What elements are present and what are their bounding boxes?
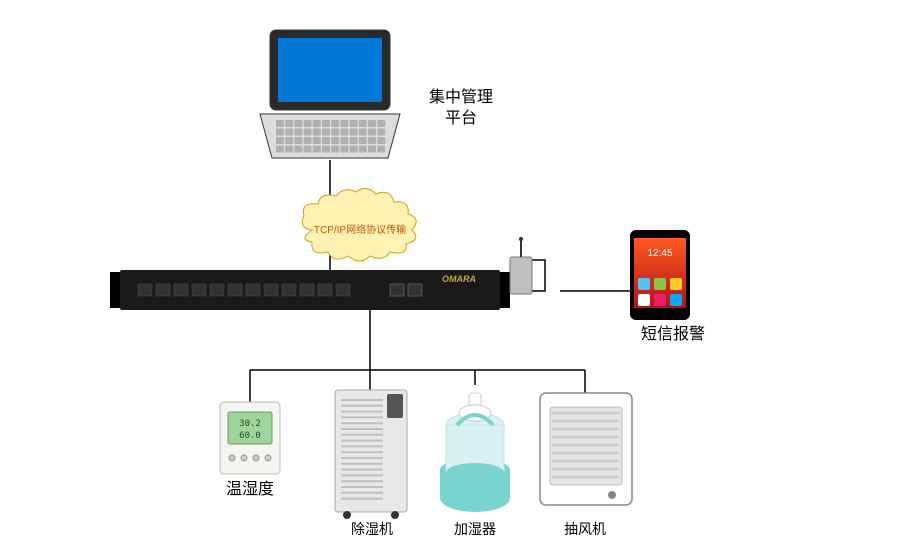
switch-icon: OMARA — [110, 270, 510, 310]
diagram-canvas: TCP/IP网络协议传输 OMARA 12:45 30.2 60.0 — [0, 0, 900, 544]
fan-icon — [540, 393, 632, 505]
laptop-label: 集中管理 平台 — [416, 88, 506, 130]
laptop-icon — [260, 30, 400, 158]
phone-icon: 12:45 — [630, 230, 690, 320]
humidifier-icon — [440, 393, 510, 512]
humidifier-label: 加湿器 — [445, 520, 505, 538]
sensor-icon: 30.2 60.0 — [220, 402, 280, 474]
sensor-label: 温湿度 — [215, 480, 285, 501]
phone-label: 短信报警 — [628, 325, 718, 346]
dehumidifier-icon — [335, 390, 407, 519]
dehumidifier-label: 除湿机 — [342, 520, 402, 538]
cloud-icon: TCP/IP网络协议传输 — [302, 188, 416, 261]
svg-text:12:45: 12:45 — [647, 248, 672, 259]
svg-text:OMARA: OMARA — [442, 274, 476, 284]
fan-label: 抽风机 — [555, 520, 615, 538]
svg-text:TCP/IP网络协议传输: TCP/IP网络协议传输 — [314, 223, 406, 236]
svg-text:60.0: 60.0 — [239, 431, 261, 441]
antenna-icon — [510, 237, 532, 294]
svg-text:30.2: 30.2 — [239, 419, 261, 429]
